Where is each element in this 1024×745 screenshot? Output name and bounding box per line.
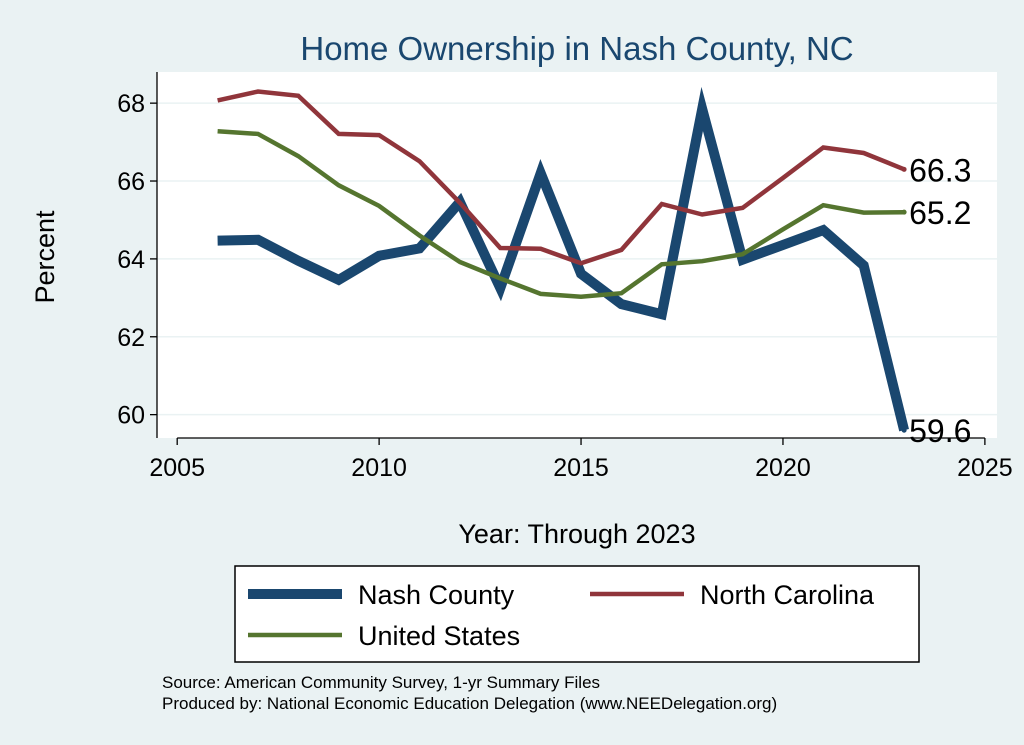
chart-title: Home Ownership in Nash County, NC	[300, 30, 853, 67]
end-label: 66.3	[909, 152, 971, 188]
end-label: 59.6	[909, 413, 971, 449]
legend: Nash County North Carolina United States	[235, 566, 919, 662]
x-tick-label: 2015	[553, 454, 609, 482]
y-axis-title: Percent	[30, 210, 60, 304]
x-tick-label: 2025	[957, 454, 1013, 482]
legend-label: North Carolina	[700, 580, 875, 610]
legend-label: United States	[358, 621, 520, 651]
x-tick-label: 2020	[755, 454, 811, 482]
y-tick-label: 64	[117, 246, 145, 274]
end-marker	[902, 210, 907, 215]
end-marker	[902, 167, 907, 172]
source-note: Source: American Community Survey, 1-yr …	[162, 673, 600, 692]
y-tick-label: 66	[117, 168, 145, 196]
y-tick-label: 68	[117, 90, 145, 118]
y-tick-label: 60	[117, 402, 145, 430]
end-label: 65.2	[909, 195, 971, 231]
producer-note: Produced by: National Economic Education…	[162, 694, 777, 713]
end-marker	[902, 428, 907, 433]
y-tick-label: 62	[117, 324, 145, 352]
x-tick-label: 2005	[149, 454, 205, 482]
legend-label: Nash County	[358, 580, 515, 610]
x-axis-title: Year: Through 2023	[458, 519, 695, 549]
chart: 60 62 64 66 68 2005 2010 2015 2020 2025 59.6 66.3 6…	[0, 0, 1024, 745]
x-tick-label: 2010	[351, 454, 407, 482]
